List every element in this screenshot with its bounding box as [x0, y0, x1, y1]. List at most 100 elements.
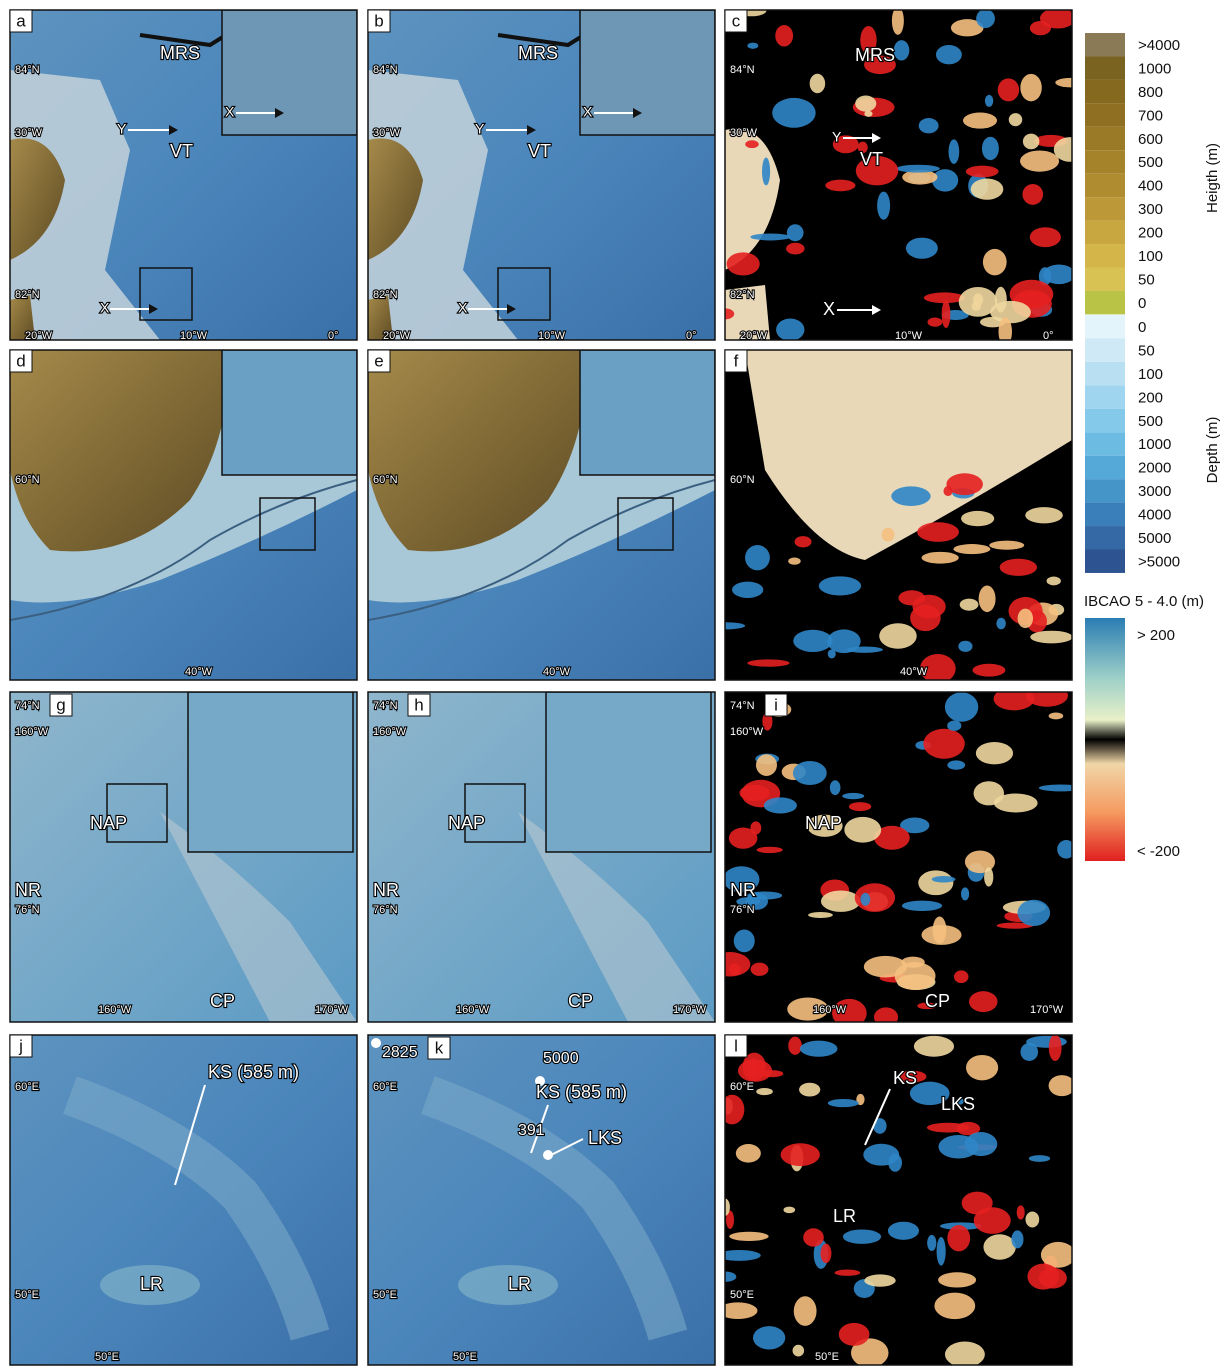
legend-swatch: [1085, 127, 1125, 150]
difference-patch: [793, 1345, 805, 1357]
difference-patch: [844, 817, 881, 843]
difference-patch: [892, 7, 904, 35]
difference-patch: [864, 111, 872, 117]
difference-patch: [863, 1144, 899, 1166]
legend-label: 5000: [1138, 530, 1171, 547]
map-panel: aMRS84°N30°WYVT82°NXX20°W10°W0°: [10, 10, 357, 342]
difference-patch: [1039, 784, 1083, 791]
legend-label: 300: [1138, 201, 1163, 218]
map-label: 5000: [543, 1050, 579, 1067]
difference-patch: [1017, 1205, 1025, 1219]
map-label: 60°N: [730, 474, 755, 486]
difference-patch: [751, 963, 769, 976]
legend-label: 50: [1138, 342, 1155, 359]
map-label: CP: [925, 991, 950, 1011]
legend-label: 1000: [1138, 436, 1171, 453]
difference-patch: [879, 623, 917, 649]
legend-swatch: [1085, 315, 1125, 338]
difference-patch: [1020, 74, 1041, 101]
difference-patch: [1025, 507, 1063, 523]
legend-label: 400: [1138, 178, 1163, 195]
difference-patch: [1000, 559, 1037, 576]
difference-patch: [927, 1123, 969, 1133]
difference-patch: [729, 1232, 768, 1241]
map-label: 40°W: [185, 666, 213, 678]
difference-patch: [1009, 113, 1022, 126]
map-label: 50°E: [95, 1351, 119, 1363]
legend-swatch: [1085, 33, 1125, 56]
colorbar-label: < -200: [1137, 843, 1180, 860]
difference-patch: [729, 828, 758, 849]
difference-patch: [772, 98, 815, 128]
panel-letter: h: [414, 695, 423, 714]
map-content: [706, 350, 1073, 683]
difference-patch: [842, 793, 864, 799]
difference-patch: [923, 729, 964, 759]
difference-patch: [1026, 685, 1068, 707]
legend-swatch: [1085, 103, 1125, 126]
map-label: CP: [568, 991, 593, 1011]
map-label: 76°N: [373, 904, 398, 916]
map-label: 60°N: [15, 474, 40, 486]
difference-patch: [985, 95, 993, 107]
difference-patch: [786, 243, 804, 255]
difference-patch: [747, 659, 789, 666]
map-label: 50°E: [815, 1351, 839, 1363]
panel-letter: k: [435, 1038, 444, 1057]
difference-patch: [927, 1235, 936, 1251]
map-label: 160°W: [373, 726, 407, 738]
map-label: NAP: [90, 813, 127, 833]
panel-letter: c: [732, 11, 741, 30]
map-label: 84°N: [730, 64, 755, 76]
map-label: 82°N: [730, 289, 755, 301]
map-label: 0°: [328, 330, 339, 342]
difference-patch: [762, 158, 770, 186]
difference-patch: [976, 9, 995, 28]
panel-letter: f: [734, 351, 739, 370]
difference-patch: [788, 558, 801, 565]
legend-swatch: [1085, 244, 1125, 267]
legend-swatch: [1085, 197, 1125, 220]
map-label: 74°N: [373, 700, 398, 712]
panel-letter: e: [374, 351, 383, 370]
difference-patch: [793, 761, 827, 785]
difference-patch: [906, 238, 938, 259]
difference-patch: [800, 1041, 838, 1057]
map-label: 40°W: [900, 666, 928, 678]
legend-label: 600: [1138, 131, 1163, 148]
difference-patch: [753, 1326, 785, 1349]
map-label: 60°E: [373, 1081, 397, 1093]
difference-patch: [994, 794, 1038, 813]
difference-patch: [720, 1095, 745, 1125]
map-label: 10°W: [538, 330, 566, 342]
map-panel: l60°EKSLKSLR50°E50°E: [714, 1034, 1076, 1366]
map-label: 170°W: [1030, 1004, 1064, 1016]
difference-patch: [776, 319, 804, 341]
legend-label: 100: [1138, 248, 1163, 265]
inset-map: [546, 692, 711, 852]
legend-swatch: [1085, 56, 1125, 79]
difference-patch: [783, 1207, 795, 1214]
difference-patch: [1026, 1211, 1040, 1227]
difference-patch: [1023, 134, 1039, 150]
difference-patch: [1029, 1155, 1050, 1162]
difference-patch: [849, 802, 871, 811]
map-label: 20°W: [740, 330, 768, 342]
map-label: X: [823, 299, 835, 319]
map-label: NR: [373, 880, 399, 900]
difference-patch: [819, 576, 861, 595]
map-label: 76°N: [15, 904, 40, 916]
map-label: NR: [730, 880, 756, 900]
legend-swatch: [1085, 362, 1125, 385]
difference-patch: [962, 1192, 993, 1215]
difference-patch: [945, 1342, 985, 1366]
map-label: 10°W: [180, 330, 208, 342]
map-label: X: [583, 104, 593, 120]
difference-patch: [739, 785, 769, 801]
legend-swatch: [1085, 503, 1125, 526]
difference-patch: [914, 1036, 954, 1057]
difference-patch: [1043, 264, 1075, 284]
difference-patch: [958, 641, 972, 652]
map-label: LKS: [941, 1094, 975, 1114]
